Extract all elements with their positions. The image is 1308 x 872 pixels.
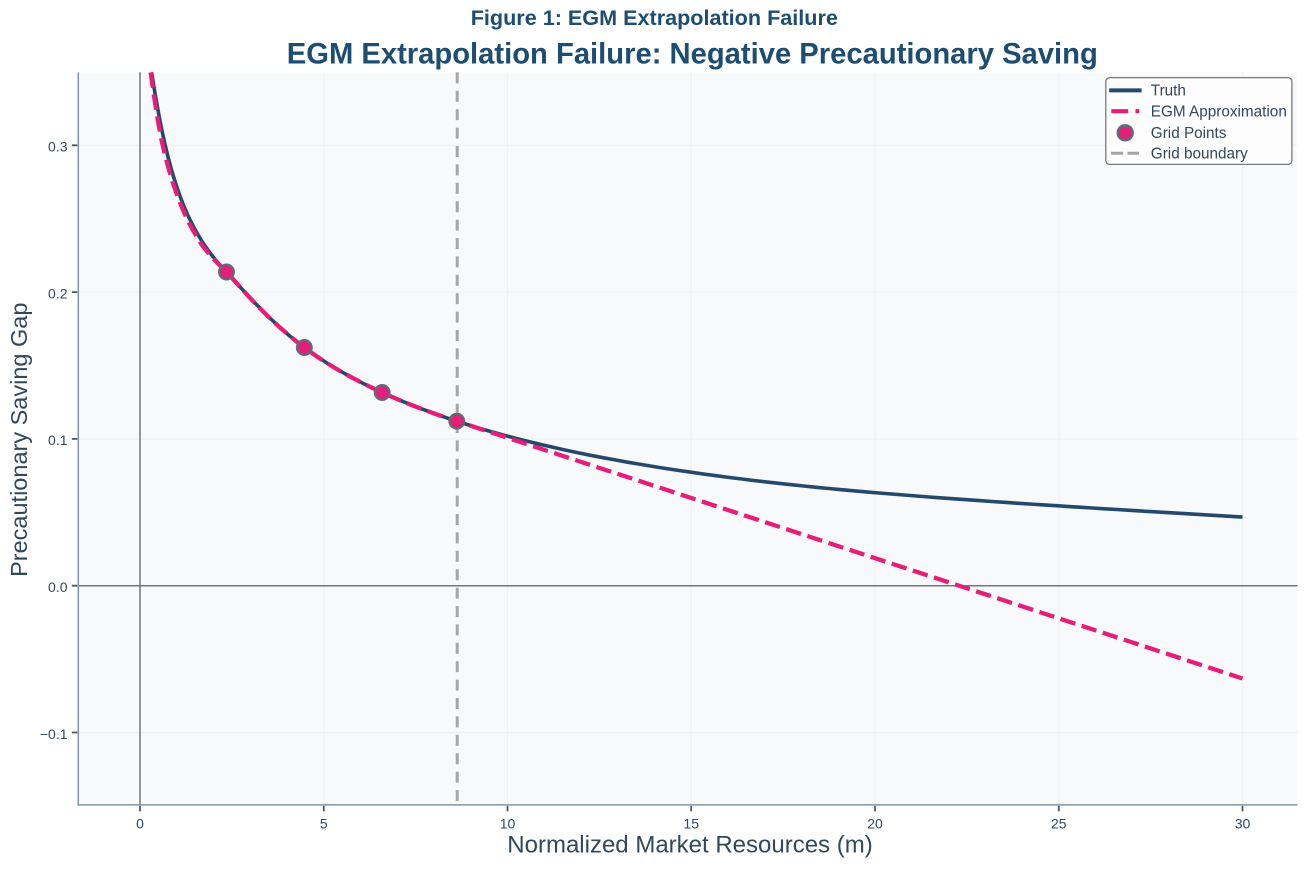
svg-text:Grid Points: Grid Points [1151,125,1227,142]
svg-text:EGM Approximation: EGM Approximation [1151,104,1287,121]
svg-text:5: 5 [320,816,328,832]
svg-text:20: 20 [867,816,883,832]
svg-text:0: 0 [136,816,144,832]
svg-text:−0.1: −0.1 [40,726,68,742]
svg-text:EGM Extrapolation Failure: Neg: EGM Extrapolation Failure: Negative Prec… [287,38,1098,70]
svg-text:Precautionary Saving Gap: Precautionary Saving Gap [6,303,32,577]
svg-text:Truth: Truth [1151,83,1186,100]
svg-text:0.3: 0.3 [48,139,68,155]
svg-text:Figure 1: EGM Extrapolation Fa: Figure 1: EGM Extrapolation Failure [471,5,838,30]
svg-text:0.1: 0.1 [48,432,68,448]
svg-text:Grid boundary: Grid boundary [1151,146,1248,163]
svg-text:0.0: 0.0 [48,579,68,595]
svg-text:30: 30 [1235,816,1251,832]
svg-text:15: 15 [683,816,699,832]
svg-text:25: 25 [1051,816,1067,832]
svg-text:10: 10 [500,816,516,832]
svg-text:Normalized Market Resources (m: Normalized Market Resources (m) [507,832,872,859]
svg-text:0.2: 0.2 [48,285,68,301]
